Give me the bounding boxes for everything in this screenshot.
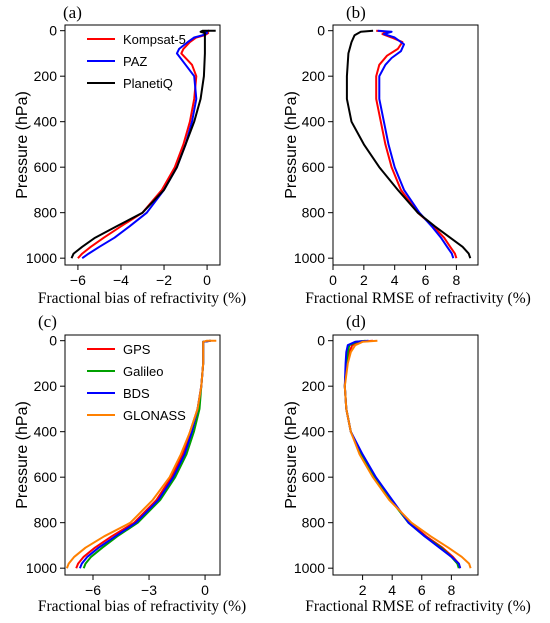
- y-tick-label: 800: [302, 515, 326, 531]
- series-line: [81, 29, 210, 260]
- y-tick-label: 1000: [26, 560, 57, 576]
- y-axis-label: Pressure (hPa): [14, 401, 31, 509]
- y-tick-label: 1000: [294, 560, 325, 576]
- legend-label: GPS: [123, 342, 151, 357]
- y-tick-label: 400: [34, 424, 58, 440]
- legend-label: PAZ: [123, 54, 147, 69]
- y-tick-label: 0: [317, 23, 325, 39]
- x-tick-label: 0: [329, 272, 337, 288]
- x-tick-label: −6: [85, 582, 101, 598]
- plot-frame: [332, 24, 479, 266]
- y-axis-label: Pressure (hPa): [283, 91, 300, 199]
- series-line: [375, 29, 458, 259]
- y-tick-label: 800: [34, 205, 58, 221]
- x-tick-label: 8: [447, 582, 455, 598]
- y-tick-label: 600: [34, 159, 58, 175]
- x-tick-label: 8: [453, 272, 461, 288]
- panel-label: (b): [346, 3, 366, 22]
- x-tick-label: −4: [113, 272, 129, 288]
- series-line: [343, 339, 472, 569]
- y-tick-label: 0: [317, 333, 325, 349]
- y-tick-label: 600: [34, 469, 58, 485]
- chart-panel: −6 −3 0 0 200 400 600 800 1000 GPS Galileo BDS GLONA…: [14, 312, 246, 615]
- y-tick-label: 200: [302, 68, 326, 84]
- chart-panel: 0 2 4 6 8 0 200 400 600 800 1000 (b) Fractional RMSE…: [283, 3, 531, 307]
- y-tick-label: 600: [302, 469, 326, 485]
- series-line: [343, 339, 462, 569]
- x-tick-label: 2: [359, 582, 367, 598]
- y-tick-label: 200: [34, 68, 58, 84]
- x-tick-label: 4: [391, 272, 399, 288]
- y-tick-label: 400: [302, 114, 326, 130]
- x-tick-label: 4: [388, 582, 396, 598]
- legend-label: Kompsat-5: [123, 32, 186, 47]
- plot-frame: [64, 24, 221, 266]
- y-tick-label: 0: [49, 23, 57, 39]
- y-tick-label: 200: [302, 378, 326, 394]
- panel-label: (d): [346, 312, 366, 331]
- x-tick-label: 6: [418, 582, 426, 598]
- x-tick-label: −3: [141, 582, 157, 598]
- x-tick-label: 6: [422, 272, 430, 288]
- x-tick-label: 0: [201, 582, 209, 598]
- series-line: [70, 29, 216, 259]
- y-axis-label: Pressure (hPa): [14, 91, 31, 199]
- panel-label: (a): [63, 3, 82, 22]
- x-tick-label: 0: [203, 272, 211, 288]
- series-line: [377, 29, 455, 259]
- y-tick-label: 1000: [294, 250, 325, 266]
- x-axis-label: Fractional RMSE of refractivity (%): [305, 598, 531, 615]
- legend-label: Galileo: [123, 364, 163, 379]
- y-tick-label: 800: [34, 515, 58, 531]
- x-axis-label: Fractional bias of refractivity (%): [38, 290, 246, 307]
- y-tick-label: 0: [49, 333, 57, 349]
- panel-label: (c): [38, 312, 57, 331]
- y-tick-label: 600: [302, 159, 326, 175]
- plot-frame: [332, 334, 479, 576]
- y-tick-label: 400: [34, 114, 58, 130]
- x-axis-label: Fractional RMSE of refractivity (%): [305, 290, 531, 307]
- y-axis-label: Pressure (hPa): [283, 401, 300, 509]
- series-line: [65, 339, 217, 569]
- legend-label: BDS: [123, 386, 150, 401]
- x-tick-label: 2: [360, 272, 368, 288]
- y-tick-label: 800: [302, 205, 326, 221]
- legend-label: GLONASS: [123, 408, 186, 423]
- y-tick-label: 400: [302, 424, 326, 440]
- legend-label: PlanetiQ: [123, 76, 173, 91]
- x-axis-label: Fractional bias of refractivity (%): [38, 598, 246, 615]
- y-tick-label: 1000: [26, 250, 57, 266]
- chart-panel: 2 4 6 8 0 200 400 600 800 1000 (d) Fractional RMSE …: [283, 312, 531, 615]
- plot-frame: [64, 334, 221, 576]
- y-tick-label: 200: [34, 378, 58, 394]
- x-tick-label: −2: [156, 272, 172, 288]
- series-line: [345, 29, 472, 259]
- chart-panel: −6 −4 −2 0 0 200 400 600 800 1000 Kompsat-5 PAZ Plan…: [14, 3, 246, 307]
- x-tick-label: −6: [70, 272, 86, 288]
